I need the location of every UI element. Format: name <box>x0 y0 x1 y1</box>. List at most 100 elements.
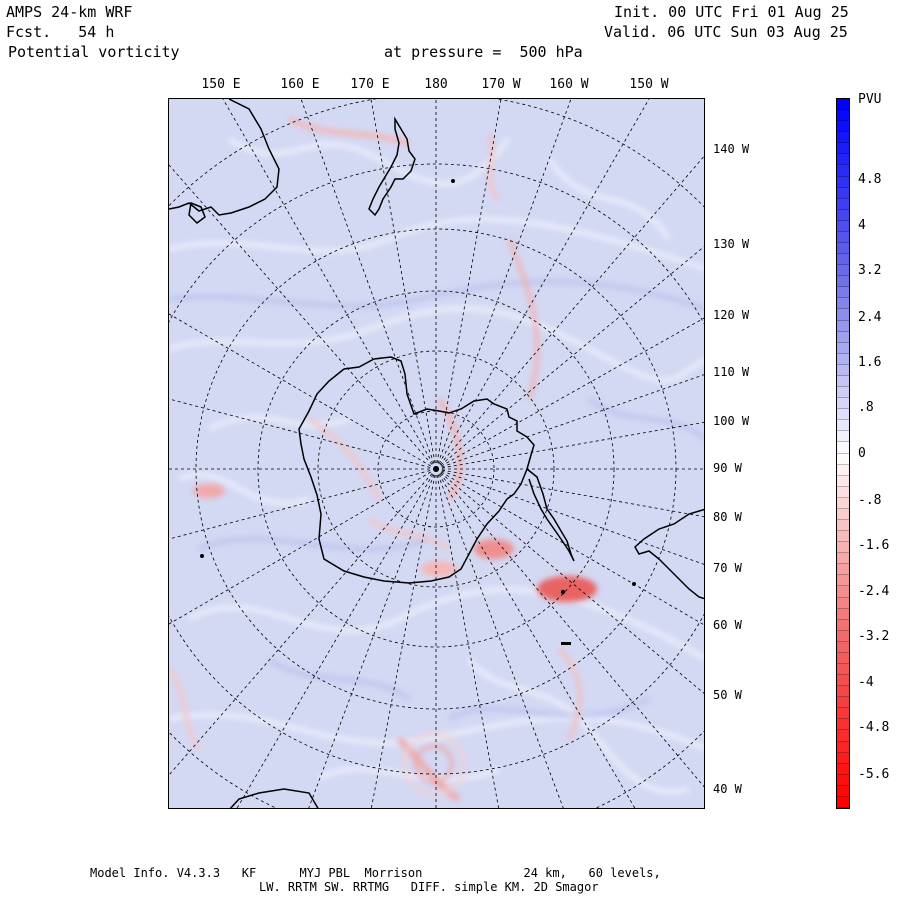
pv-blue-streaks <box>169 279 704 721</box>
colorbar-cell <box>837 442 849 454</box>
colorbar-cell <box>837 752 849 764</box>
colorbar-tick-label: -4.8 <box>858 720 890 735</box>
lon-label-100w: 100 W <box>713 414 750 428</box>
colorbar-cell <box>837 597 849 609</box>
colorbar-cell <box>837 608 849 620</box>
colorbar-cell <box>837 198 849 210</box>
small-islands <box>200 179 636 645</box>
colorbar-tick-label: 2.4 <box>858 310 882 325</box>
lon-label-150w: 150 W <box>629 77 669 92</box>
colorbar-cell <box>837 796 849 808</box>
colorbar-cell <box>837 730 849 742</box>
potential-vorticity-map <box>168 98 705 809</box>
colorbar <box>836 98 850 809</box>
colorbar-cell <box>837 409 849 421</box>
colorbar-cell <box>837 652 849 664</box>
colorbar-cell <box>837 663 849 676</box>
colorbar-cell <box>837 176 849 188</box>
colorbar-cell <box>837 553 849 565</box>
colorbar-cell <box>837 220 849 232</box>
colorbar-cell <box>837 420 849 432</box>
colorbar-cell <box>837 497 849 509</box>
valid-time: Valid. 06 UTC Sun 03 Aug 25 <box>604 23 848 41</box>
colorbar-cell <box>837 475 849 487</box>
lon-label-130w: 130 W <box>713 237 750 251</box>
colorbar-tick-label: -3.2 <box>858 629 890 644</box>
colorbar-cell <box>837 763 849 775</box>
colorbar-cell <box>837 353 849 365</box>
lon-label-140w: 140 W <box>713 142 750 156</box>
colorbar-cell <box>837 387 849 399</box>
colorbar-cell <box>837 342 849 354</box>
colorbar-cell <box>837 265 849 277</box>
colorbar-cell <box>837 686 849 698</box>
colorbar-tick-label: 3.2 <box>858 263 882 278</box>
colorbar-cell <box>837 320 849 332</box>
colorbar-cell <box>837 542 849 554</box>
colorbar-cell <box>837 375 849 388</box>
colorbar-cell <box>837 132 849 144</box>
lon-label-40w: 40 W <box>713 782 742 796</box>
colorbar-tick-label: 0 <box>858 446 866 461</box>
colorbar-tick-label: -.8 <box>858 493 882 508</box>
field-name: Potential vorticity <box>8 43 180 61</box>
new-zealand-coastline <box>368 116 416 217</box>
colorbar-cell <box>837 187 849 199</box>
colorbar-cell <box>837 276 849 288</box>
colorbar-cell <box>837 209 849 221</box>
lon-label-170w: 170 W <box>481 77 521 92</box>
colorbar-cell <box>837 630 849 642</box>
lon-label-160w: 160 W <box>549 77 589 92</box>
colorbar-cell <box>837 575 849 587</box>
model-info-line1: Model Info. V4.3.3 KF MYJ PBL Morrison 2… <box>90 866 661 880</box>
pv-light-streaks <box>169 136 704 794</box>
colorbar-tick-label: 4 <box>858 218 866 233</box>
colorbar-cell <box>837 364 849 376</box>
colorbar-tick-label: -4 <box>858 675 874 690</box>
colorbar-cell <box>837 231 849 244</box>
colorbar-cell <box>837 774 849 786</box>
model-title: AMPS 24-km WRF <box>6 3 133 21</box>
antarctica-coastline <box>298 356 535 584</box>
colorbar-cell <box>837 331 849 343</box>
colorbar-cell <box>837 309 849 321</box>
colorbar-tick-label: .8 <box>858 400 874 415</box>
colorbar-cell <box>837 398 849 410</box>
antarctic-peninsula <box>526 468 575 562</box>
colorbar-cell <box>837 697 849 709</box>
colorbar-cell <box>837 298 849 310</box>
colorbar-tick-label: 1.6 <box>858 355 882 370</box>
colorbar-tick-label: -2.4 <box>858 584 890 599</box>
pv-negative-anomalies <box>169 116 597 802</box>
lon-label-160e: 160 E <box>280 77 320 92</box>
colorbar-cell <box>837 99 849 111</box>
colorbar-cell <box>837 431 849 443</box>
meridian-lines <box>169 99 704 808</box>
colorbar-cell <box>837 708 849 720</box>
colorbar-cell <box>837 719 849 731</box>
lon-label-70w: 70 W <box>713 561 742 575</box>
colorbar-cell <box>837 564 849 576</box>
forecast-hour: Fcst. 54 h <box>6 23 115 41</box>
colorbar-cell <box>837 486 849 498</box>
pv-swirl <box>402 732 466 796</box>
colorbar-cell <box>837 121 849 133</box>
colorbar-cell <box>837 110 849 122</box>
colorbar-cell <box>837 287 849 299</box>
colorbar-tick-label: 4.8 <box>858 172 882 187</box>
colorbar-cell <box>837 785 849 797</box>
colorbar-unit: PVU <box>858 92 882 107</box>
lon-label-50w: 50 W <box>713 688 742 702</box>
pv-background-field <box>169 99 704 808</box>
colorbar-cell <box>837 165 849 177</box>
colorbar-cell <box>837 453 849 465</box>
colorbar-cell <box>837 254 849 266</box>
lon-label-110w: 110 W <box>713 365 750 379</box>
colorbar-cell <box>837 586 849 598</box>
south-america-coastline <box>634 508 704 600</box>
colorbar-cell <box>837 464 849 476</box>
australia-coastline <box>169 99 280 216</box>
colorbar-cell <box>837 154 849 166</box>
africa-coastline <box>229 788 319 808</box>
map-canvas <box>169 99 704 808</box>
